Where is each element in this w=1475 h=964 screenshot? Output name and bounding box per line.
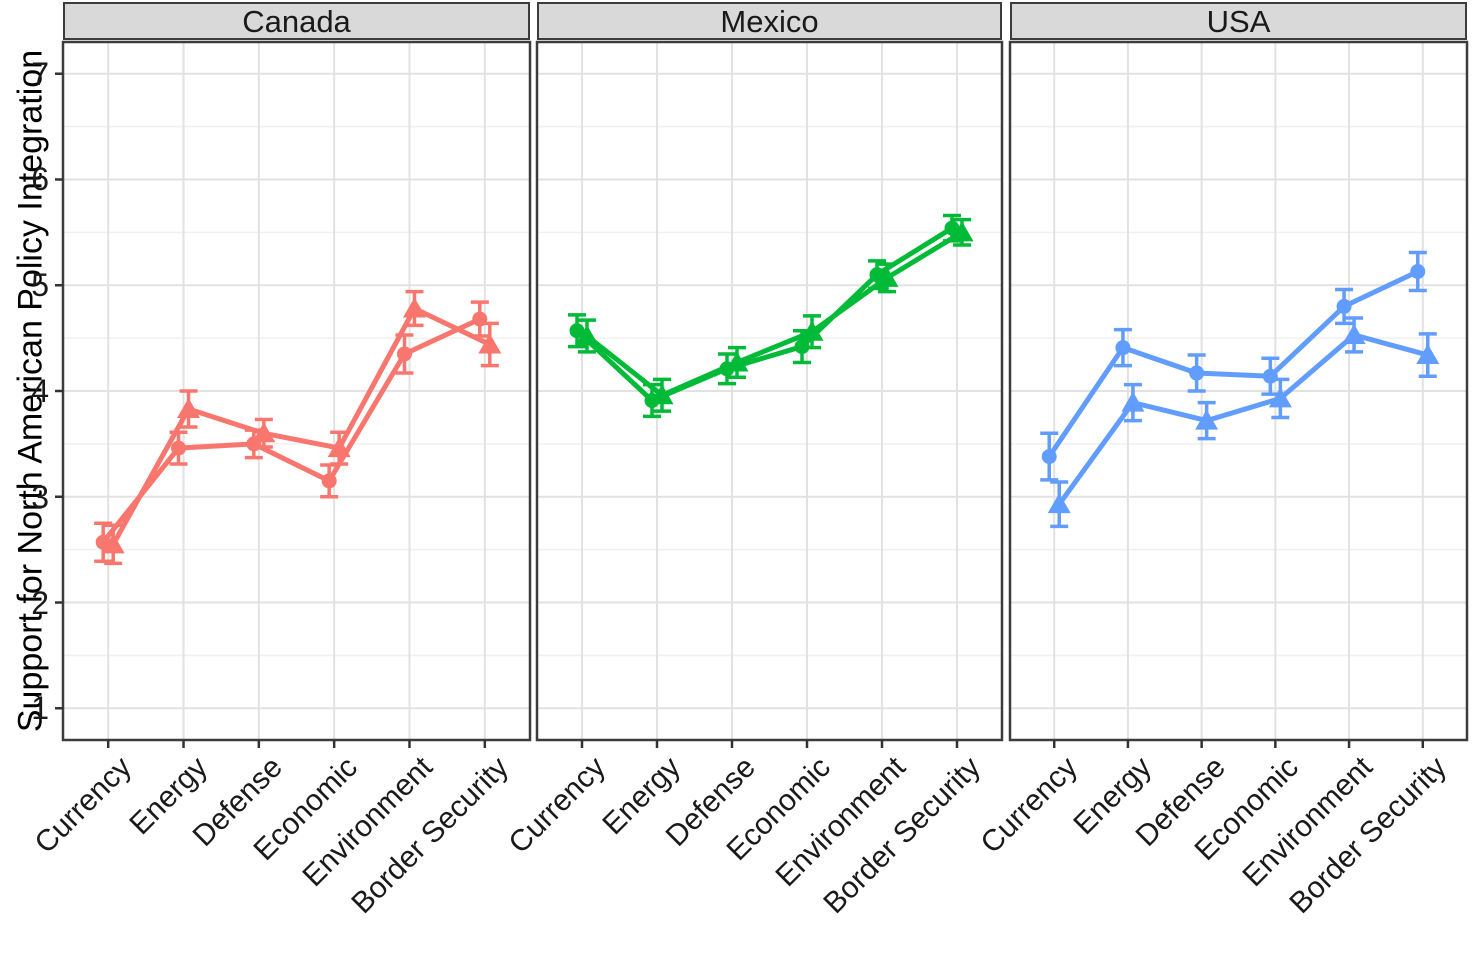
y-tick-label-7: 7 — [31, 55, 49, 92]
data-point-triangle — [1342, 323, 1366, 344]
panel-border-mexico — [535, 40, 1004, 742]
y-tick-label-3: 3 — [31, 478, 49, 515]
data-point-circle — [171, 440, 187, 456]
facet-header-mexico: Mexico — [537, 2, 1002, 40]
data-point-circle — [794, 339, 810, 355]
series-line-circle-series — [100, 316, 483, 545]
series-line-triangle-series — [1056, 332, 1431, 507]
data-point-triangle — [1268, 387, 1292, 408]
series-line-circle-series — [574, 225, 955, 404]
facet-header-canada: Canada — [63, 2, 530, 40]
data-point-circle — [1115, 340, 1131, 356]
data-point-triangle — [575, 325, 599, 346]
facet-header-label: Canada — [242, 3, 351, 39]
data-point-triangle — [177, 397, 201, 418]
series-line-triangle-series — [110, 306, 493, 547]
data-point-circle — [1189, 365, 1205, 381]
data-point-triangle — [402, 297, 426, 318]
facet-header-label: Mexico — [720, 3, 819, 39]
data-point-triangle — [1416, 344, 1440, 365]
y-tick-label-4: 4 — [31, 373, 49, 409]
data-point-circle — [569, 323, 585, 339]
data-point-circle — [396, 346, 412, 362]
y-tick-label-2: 2 — [31, 584, 49, 621]
data-point-triangle — [725, 351, 749, 372]
series-line-circle-series — [1046, 268, 1421, 460]
data-point-triangle — [1121, 391, 1145, 412]
data-point-circle — [1262, 368, 1278, 384]
data-point-circle — [472, 311, 488, 327]
data-point-triangle — [875, 266, 899, 287]
data-point-circle — [1041, 449, 1057, 465]
y-tick-label-1: 1 — [31, 690, 49, 727]
data-point-circle — [1410, 263, 1426, 279]
data-point-triangle — [950, 221, 974, 242]
data-point-triangle — [1047, 493, 1071, 514]
facet-header-usa: USA — [1010, 2, 1467, 40]
data-point-circle — [944, 220, 960, 236]
facet-header-label: USA — [1206, 3, 1271, 39]
series-line-triangle-series — [584, 229, 965, 398]
data-point-triangle — [101, 533, 125, 554]
data-point-triangle — [478, 333, 502, 354]
y-tick-label-5: 5 — [31, 267, 49, 304]
data-point-triangle — [327, 437, 351, 458]
data-point-circle — [1336, 298, 1352, 314]
data-point-triangle — [800, 320, 824, 341]
data-point-circle — [321, 473, 337, 489]
y-tick-label-6: 6 — [31, 161, 49, 198]
panel-border-usa — [1008, 40, 1469, 742]
data-point-triangle — [252, 422, 276, 443]
data-point-triangle — [650, 384, 674, 405]
data-point-triangle — [1195, 409, 1219, 430]
